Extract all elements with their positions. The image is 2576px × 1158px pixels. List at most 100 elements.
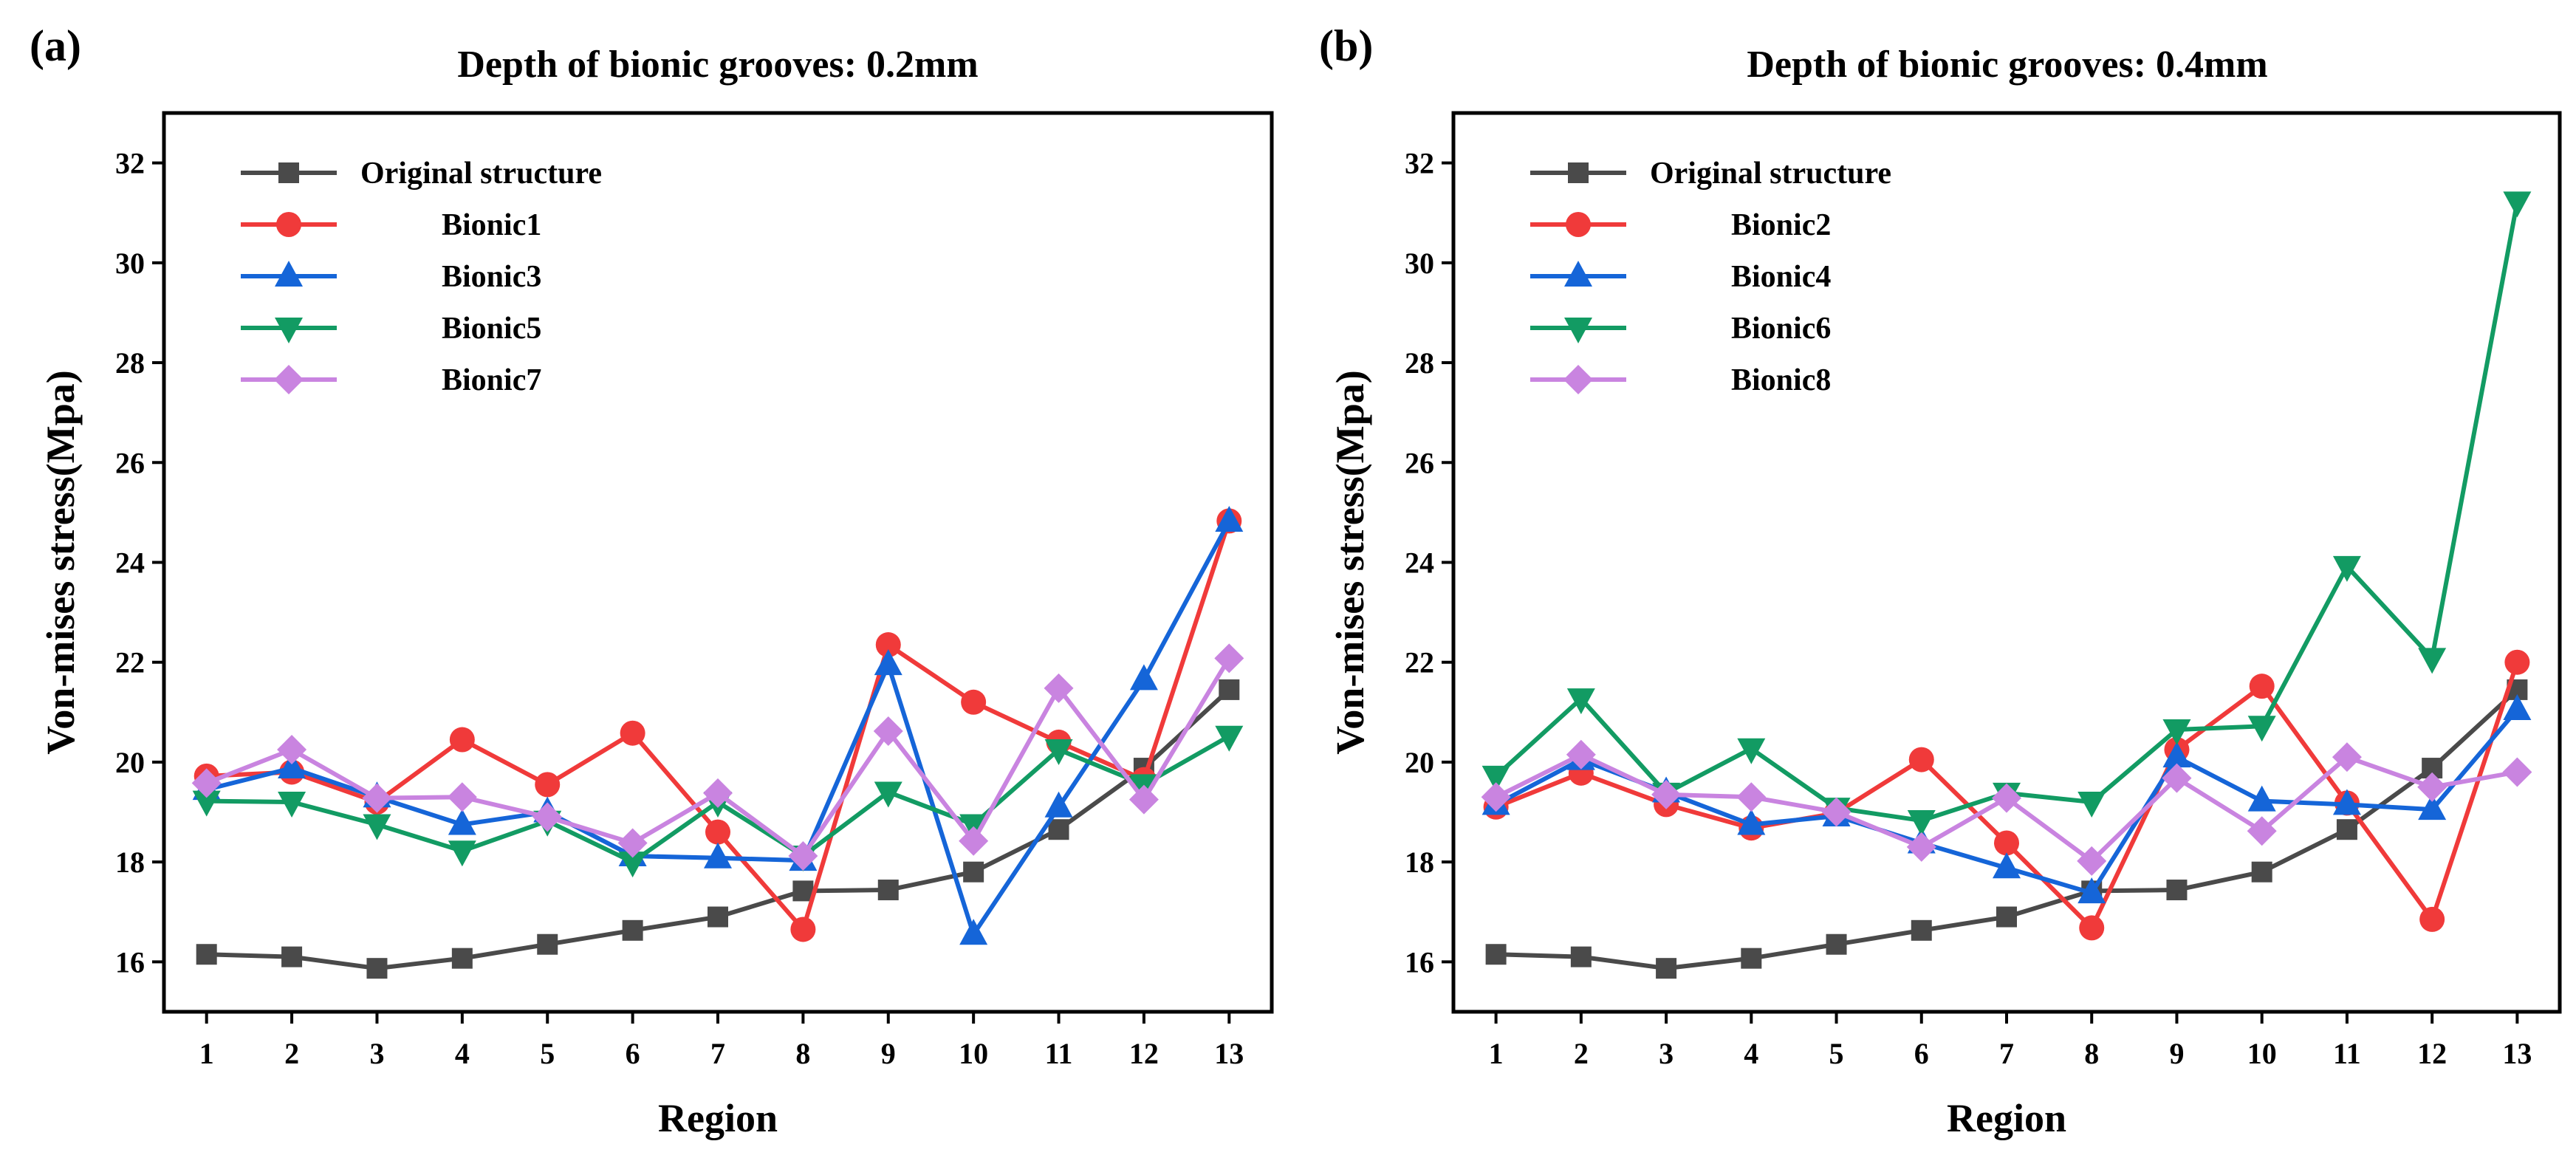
data-point: [451, 948, 473, 969]
x-tick-label: 6: [1914, 1037, 1929, 1070]
data-point: [196, 944, 217, 965]
data-point: [449, 727, 475, 753]
legend-item: Original structure: [241, 157, 602, 191]
series-bionic7: [191, 643, 1244, 871]
data-point: [2332, 789, 2361, 815]
data-point: [1044, 673, 1074, 703]
data-point: [1214, 643, 1244, 674]
legend-label: Bionic4: [1731, 260, 1831, 294]
y-tick-label: 32: [1405, 147, 1434, 180]
y-tick-label: 26: [115, 446, 145, 479]
data-point: [535, 772, 561, 798]
data-point: [2503, 693, 2532, 720]
data-point: [1908, 747, 1934, 772]
data-point: [873, 716, 903, 747]
data-point: [448, 809, 476, 835]
data-point: [362, 783, 392, 813]
x-tick-label: 5: [540, 1037, 555, 1070]
data-point: [1570, 946, 1592, 967]
chart-title: Depth of bionic grooves: 0.4mm: [1747, 44, 2267, 86]
data-point: [2251, 861, 2272, 883]
series-bionic8: [1481, 739, 2532, 876]
data-point: [874, 649, 902, 676]
data-point: [708, 906, 728, 928]
legend-item: Bionic7: [241, 363, 541, 397]
legend-label: Bionic1: [442, 208, 541, 242]
data-point: [617, 828, 648, 858]
legend-item: Bionic6: [1530, 312, 1831, 346]
data-point: [191, 768, 222, 798]
legend-label: Original structure: [360, 157, 602, 191]
data-point: [2418, 648, 2447, 674]
data-point: [2502, 757, 2532, 787]
data-point: [1907, 810, 1936, 837]
y-tick-label: 18: [115, 846, 145, 879]
data-point: [788, 841, 818, 871]
data-point: [2079, 915, 2105, 941]
data-point: [1826, 933, 1847, 955]
y-tick-label: 18: [1405, 846, 1434, 879]
data-point: [1044, 739, 1073, 766]
x-tick-label: 2: [1574, 1037, 1589, 1070]
legend-label: Bionic5: [442, 312, 541, 346]
x-axis-title: Region: [1947, 1096, 2066, 1140]
legend-marker: [1564, 261, 1592, 287]
data-point: [1566, 688, 1595, 715]
legend: Original structure Bionic1 Bionic3 Bionic5 B…: [241, 157, 602, 397]
legend-label: Bionic2: [1731, 208, 1831, 242]
data-point: [2247, 785, 2276, 812]
data-point: [1911, 919, 1932, 941]
y-tick-label: 20: [1405, 746, 1434, 779]
data-point: [1737, 809, 1766, 835]
data-point: [2249, 674, 2275, 699]
data-point: [1741, 948, 1762, 969]
data-point: [2417, 772, 2447, 802]
legend-marker: [274, 365, 304, 394]
data-point: [366, 958, 388, 979]
x-tick-label: 4: [1744, 1037, 1758, 1070]
data-point: [1821, 797, 1852, 827]
legend-item: Bionic5: [241, 312, 541, 346]
data-point: [877, 880, 899, 901]
x-tick-label: 4: [455, 1037, 470, 1070]
data-point: [1996, 906, 2017, 928]
x-tick-label: 12: [2417, 1037, 2447, 1070]
y-tick-label: 24: [1405, 547, 1434, 580]
series-line: [205, 520, 1231, 937]
data-point: [2247, 716, 2276, 742]
data-point: [2077, 846, 2107, 876]
data-point: [959, 919, 988, 945]
data-point: [2419, 906, 2445, 932]
data-point: [278, 792, 306, 818]
x-axis-title: Region: [658, 1096, 778, 1140]
data-point: [2418, 794, 2447, 820]
y-tick-label: 30: [115, 247, 145, 280]
data-point: [2077, 792, 2106, 818]
x-tick-label: 10: [959, 1037, 988, 1070]
legend-marker: [1566, 212, 1591, 237]
legend-label: Original structure: [1650, 157, 1891, 191]
x-tick-label: 12: [1129, 1037, 1159, 1070]
y-tick-label: 24: [115, 547, 145, 580]
legend-label: Bionic8: [1731, 363, 1831, 397]
data-point: [2162, 763, 2192, 793]
x-tick-label: 7: [710, 1037, 725, 1070]
y-tick-label: 22: [1405, 646, 1434, 679]
data-point: [1485, 944, 1507, 965]
series-original-structure: [196, 679, 1240, 979]
data-point: [1129, 664, 1158, 691]
x-tick-label: 1: [199, 1037, 214, 1070]
legend-label: Bionic7: [442, 363, 541, 397]
data-point: [1656, 958, 1677, 979]
data-point: [2162, 719, 2191, 745]
data-point: [2504, 649, 2530, 675]
x-tick-label: 8: [795, 1037, 810, 1070]
series-original-structure: [1485, 679, 2528, 979]
y-tick-label: 32: [115, 147, 145, 180]
data-point: [2166, 880, 2188, 901]
data-point: [363, 814, 391, 840]
data-point: [1128, 784, 1159, 815]
legend: Original structure Bionic2 Bionic4 Bionic6 B…: [1530, 157, 1891, 397]
data-point: [2336, 819, 2357, 840]
